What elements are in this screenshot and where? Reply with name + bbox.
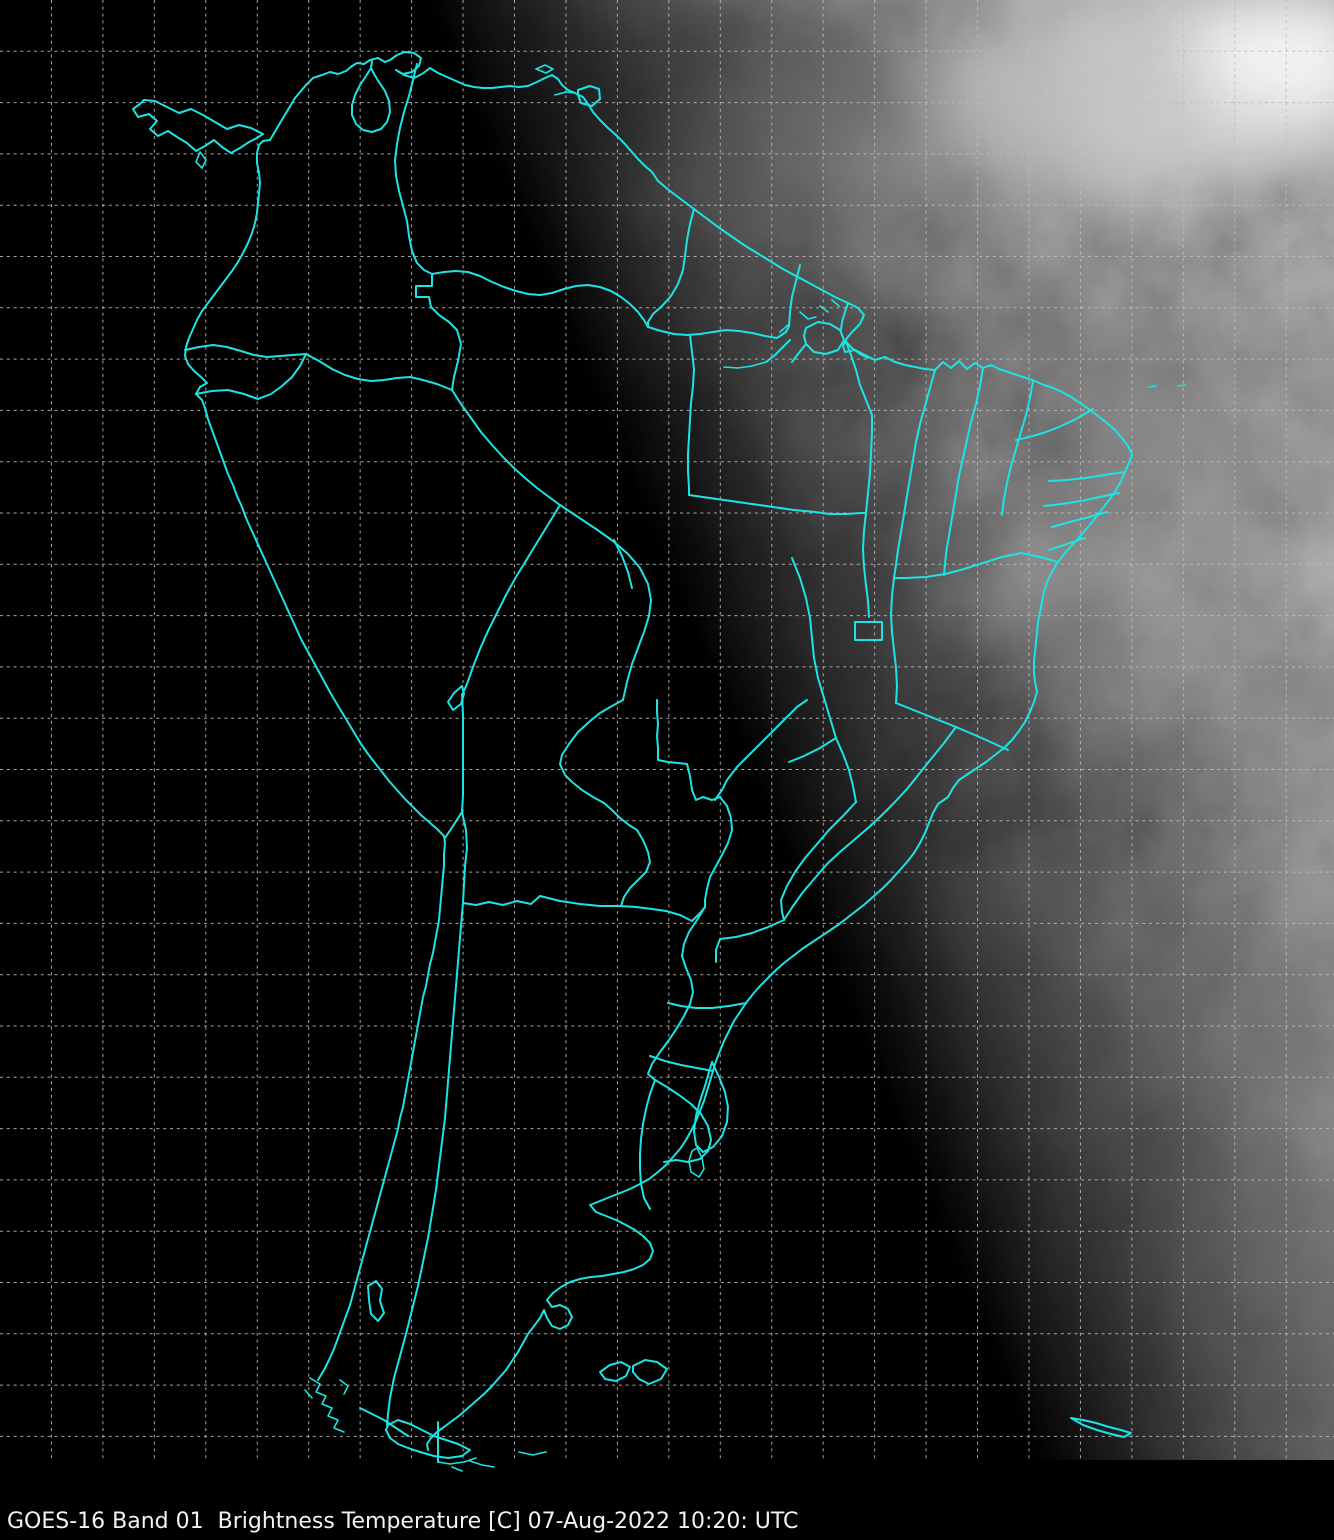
lakes-and-lagoons: [351, 60, 729, 1178]
map-overlay: [132, 51, 1186, 1472]
coastline-atlantic: [269, 51, 1133, 1451]
brazil-state-borders: [613, 334, 1125, 1072]
amazon-delta-detail: [765, 299, 869, 363]
azuero-peninsula: [195, 151, 207, 169]
country-borders: [184, 63, 849, 1463]
islands: [367, 64, 1186, 1438]
tierra-del-fuego-detail: [304, 1377, 547, 1472]
cloud-layer: [0, 0, 1334, 1470]
graticule-grid: [0, 0, 1334, 1460]
coastline-panama: [132, 99, 264, 154]
coastline-pacific: [184, 139, 446, 1381]
caption-text: GOES-16 Band 01 Brightness Temperature […: [7, 1509, 799, 1534]
